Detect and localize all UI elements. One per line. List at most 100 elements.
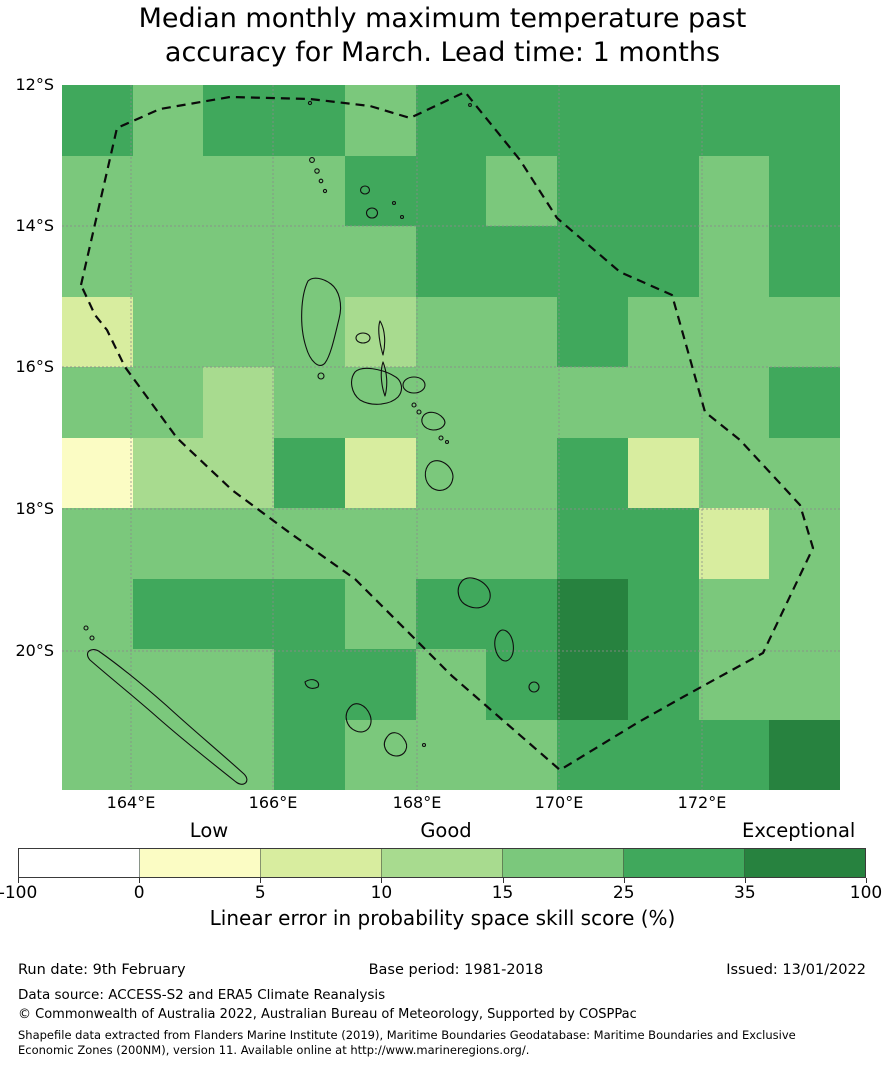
x-tick-label: 172°E <box>677 793 727 812</box>
grid-cell <box>627 719 699 790</box>
grid-cell <box>203 367 275 438</box>
grid-cell <box>698 578 770 649</box>
colorbar-tick-mark <box>502 878 504 883</box>
grid-cell <box>698 296 770 367</box>
island-outline <box>457 577 491 609</box>
colorbar-tick-label: 10 <box>370 883 393 903</box>
grid-cell <box>62 719 133 790</box>
grid-cell <box>486 437 558 508</box>
chart-title: Median monthly maximum temperature past … <box>0 2 885 70</box>
chart-title-line1: Median monthly maximum temperature past <box>138 3 747 34</box>
island-outline <box>402 376 426 394</box>
grid-cell <box>132 649 204 720</box>
colorbar-segment <box>503 849 624 877</box>
island-outline <box>301 277 342 366</box>
grid-cell <box>698 437 770 508</box>
grid-cell <box>344 85 416 156</box>
grid-cell <box>486 578 558 649</box>
grid-cell <box>769 155 840 226</box>
grid-cell <box>274 719 345 790</box>
island-outline <box>411 402 417 408</box>
grid-cell <box>486 296 558 367</box>
island-coastlines <box>83 100 540 785</box>
grid-cell <box>627 508 699 579</box>
island-outline <box>307 100 313 106</box>
grid-cell <box>557 649 628 720</box>
grid-cell <box>415 85 487 156</box>
grid-cell <box>698 719 770 790</box>
grid-cell <box>415 367 487 438</box>
grid-cell <box>62 578 133 649</box>
grid-cell <box>698 649 770 720</box>
island-outline <box>309 157 315 163</box>
grid-cell <box>415 226 487 297</box>
colorbar-tick-label: 100 <box>849 883 883 903</box>
grid-cell <box>62 649 133 720</box>
island-outline <box>468 103 472 107</box>
island-outline <box>444 439 450 445</box>
grid-cell <box>62 296 133 367</box>
issued-date-text: Issued: 13/01/2022 <box>726 962 866 978</box>
grid-cell <box>557 367 628 438</box>
grid-cell <box>557 578 628 649</box>
grid-cell <box>557 437 628 508</box>
grid-cell <box>344 155 416 226</box>
colorbar-tick-mark <box>381 878 383 883</box>
grid-cell <box>203 155 275 226</box>
grid-cell <box>415 719 487 790</box>
colorbar-segment <box>261 849 382 877</box>
copyright-text: © Commonwealth of Australia 2022, Austra… <box>18 1007 637 1022</box>
grid-cell <box>627 155 699 226</box>
shapefile-note-text: Shapefile data extracted from Flanders M… <box>18 1028 796 1057</box>
footer-run-info: Run date: 9th February Base period: 1981… <box>18 962 866 978</box>
island-outline <box>438 435 444 441</box>
grid-cell <box>62 155 133 226</box>
grid-cell <box>415 508 487 579</box>
grid-cell <box>415 155 487 226</box>
data-source-text: Data source: ACCESS-S2 and ERA5 Climate … <box>18 987 386 1003</box>
colorbar-tick-label: -100 <box>0 883 38 903</box>
grid-cell <box>627 85 699 156</box>
island-outline <box>345 703 372 733</box>
grid-cell <box>132 508 204 579</box>
base-period-text: Base period: 1981-2018 <box>368 962 544 978</box>
grid-cell <box>344 226 416 297</box>
grid-cell <box>132 226 204 297</box>
colorbar-tick-mark <box>260 878 262 883</box>
run-date-text: Run date: 9th February <box>18 962 186 978</box>
grid-cell <box>132 155 204 226</box>
grid-cell <box>62 367 133 438</box>
y-tick-label: 20°S <box>15 641 54 660</box>
grid-cell <box>344 437 416 508</box>
grid-cell <box>62 226 133 297</box>
island-outline <box>383 732 408 757</box>
grid-cell <box>627 437 699 508</box>
grid-cell <box>274 85 345 156</box>
grid-cell <box>415 649 487 720</box>
colorbar-label-low: Low <box>189 819 229 842</box>
grid-cell <box>486 719 558 790</box>
grid-cell <box>486 155 558 226</box>
grid-cell <box>698 85 770 156</box>
grid-cell <box>203 226 275 297</box>
colorbar-tick-label: 15 <box>491 883 514 903</box>
island-outline <box>314 168 320 174</box>
island-outline <box>528 681 540 693</box>
grid-cell <box>274 226 345 297</box>
grid-cell <box>557 296 628 367</box>
island-outline <box>494 629 514 662</box>
x-tick-label: 168°E <box>392 793 442 812</box>
colorbar-segment <box>382 849 503 877</box>
grid-cell <box>627 649 699 720</box>
grid-cell <box>344 508 416 579</box>
island-outline <box>86 649 248 785</box>
grid-cell <box>132 85 204 156</box>
grid-cell <box>344 367 416 438</box>
grid-cell <box>486 649 558 720</box>
x-tick-label: 164°E <box>106 793 156 812</box>
island-outline <box>318 178 324 184</box>
island-outline <box>378 320 386 356</box>
grid-cell <box>274 437 345 508</box>
map-overlay <box>62 85 840 790</box>
